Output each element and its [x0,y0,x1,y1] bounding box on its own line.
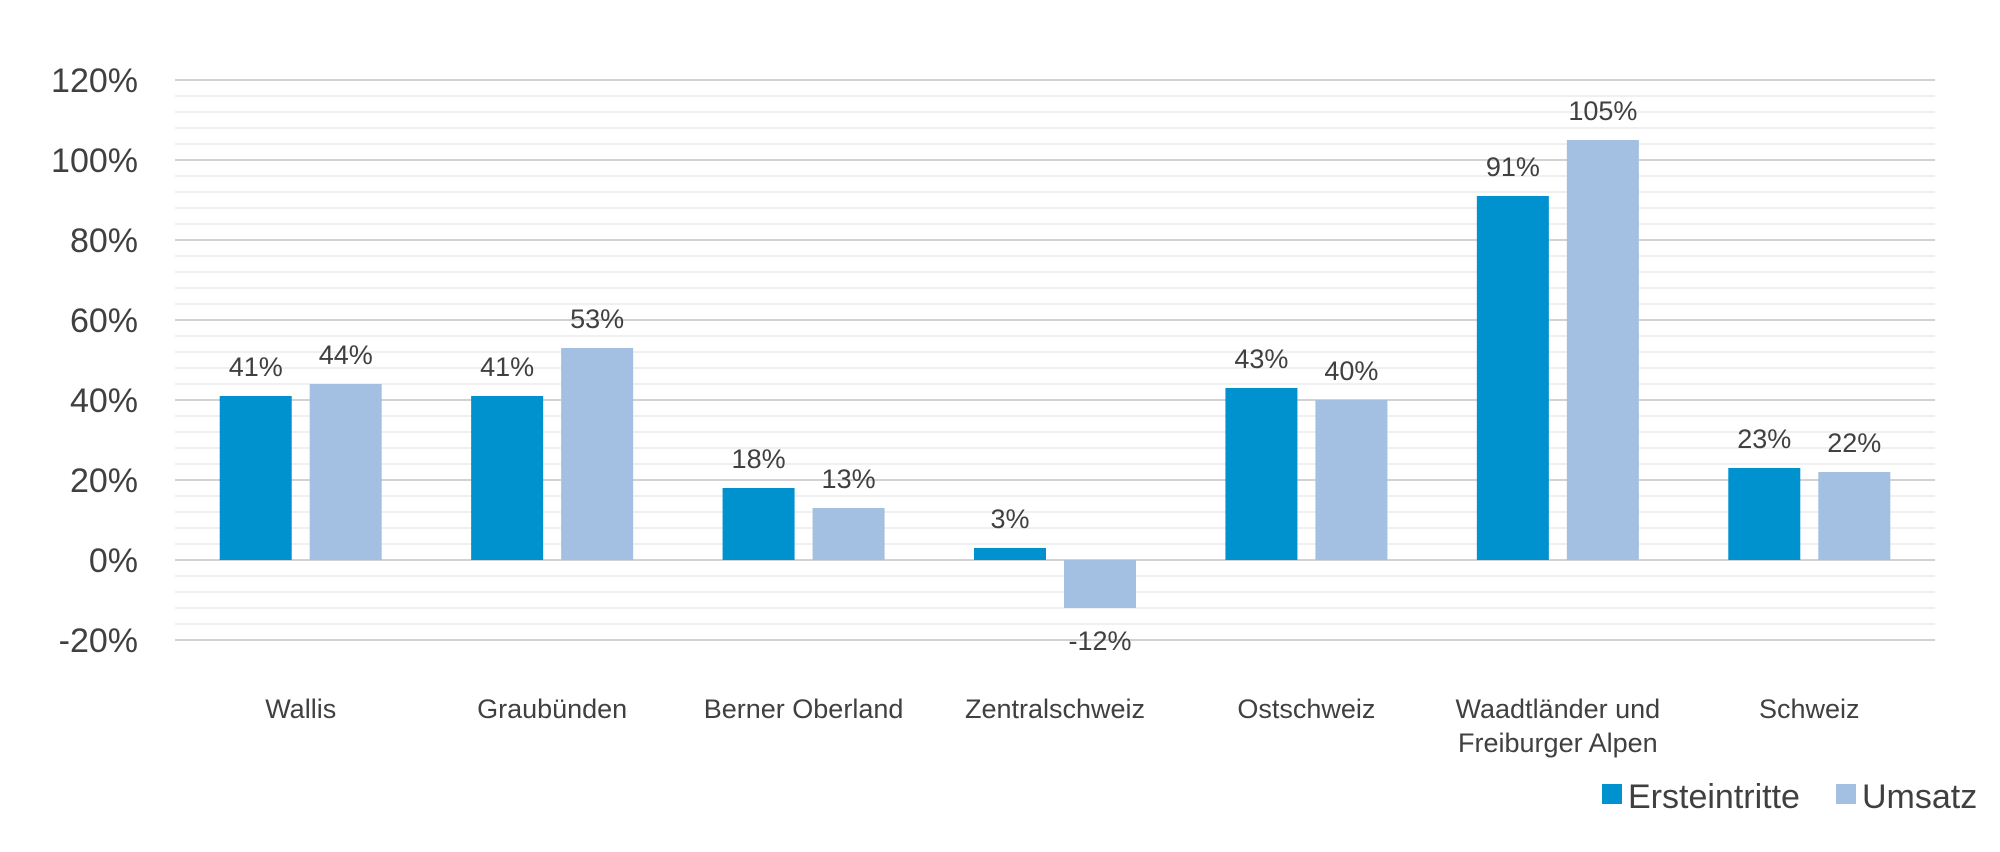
bar-umsatz [1818,472,1891,560]
x-category-label: Freiburger Alpen [1458,728,1658,758]
data-label: 44% [319,340,373,370]
x-category-label: Graubünden [477,694,627,724]
bar-umsatz [561,348,634,560]
bar-ersteintritte [974,548,1046,560]
y-axis-ticks: -20% 0% 20% 40% 60% 80% 100% 120% [51,62,138,660]
data-label: 3% [990,504,1029,534]
y-tick-label: -20% [59,622,138,660]
bar-ersteintritte [1225,388,1298,560]
bar-ersteintritte [1476,196,1549,560]
legend: Ersteintritte Umsatz [1602,778,1977,816]
bar-umsatz [812,508,885,560]
bar-umsatz [1064,560,1136,608]
bar-umsatz [1566,140,1639,560]
y-tick-label: 120% [51,62,138,100]
y-tick-label: 40% [70,382,138,420]
y-tick-label: 60% [70,302,138,340]
data-labels: 41% 41% 18% 3% 43% 91% 23% 44% 53% 13% -12% 40% 105%… [229,96,1882,656]
data-label: -12% [1068,626,1131,656]
data-label: 13% [822,464,876,494]
data-label: 23% [1737,424,1791,454]
bars [219,140,1891,608]
y-tick-label: 0% [89,542,138,580]
legend-swatch [1836,784,1856,804]
x-category-label: Ostschweiz [1237,694,1375,724]
x-axis-categories: Wallis Graubünden Berner Oberland Zentralsc… [265,694,1859,758]
legend-swatch [1602,784,1622,804]
x-category-label: Berner Oberland [704,694,904,724]
y-tick-label: 100% [51,142,138,180]
data-label: 18% [732,444,786,474]
data-label: 43% [1234,344,1288,374]
legend-label: Ersteintritte [1628,778,1800,816]
data-label: 41% [229,352,283,382]
data-label: 22% [1827,428,1881,458]
bar-ersteintritte [722,488,795,560]
bar-umsatz [1315,400,1388,560]
y-tick-label: 20% [70,462,138,500]
bar-ersteintritte [471,396,544,560]
bar-ersteintritte [1728,468,1801,560]
x-category-label: Waadtländer und [1456,694,1661,724]
data-label: 91% [1486,152,1540,182]
y-tick-label: 80% [70,222,138,260]
bar-umsatz [309,384,382,560]
x-category-label: Schweiz [1759,694,1860,724]
data-label: 105% [1568,96,1637,126]
bar-ersteintritte [219,396,292,560]
x-category-label: Zentralschweiz [965,694,1145,724]
data-label: 40% [1324,356,1378,386]
gridlines [175,79,1935,641]
data-label: 53% [570,304,624,334]
legend-label: Umsatz [1862,778,1977,816]
data-label: 41% [480,352,534,382]
x-category-label: Wallis [265,694,336,724]
